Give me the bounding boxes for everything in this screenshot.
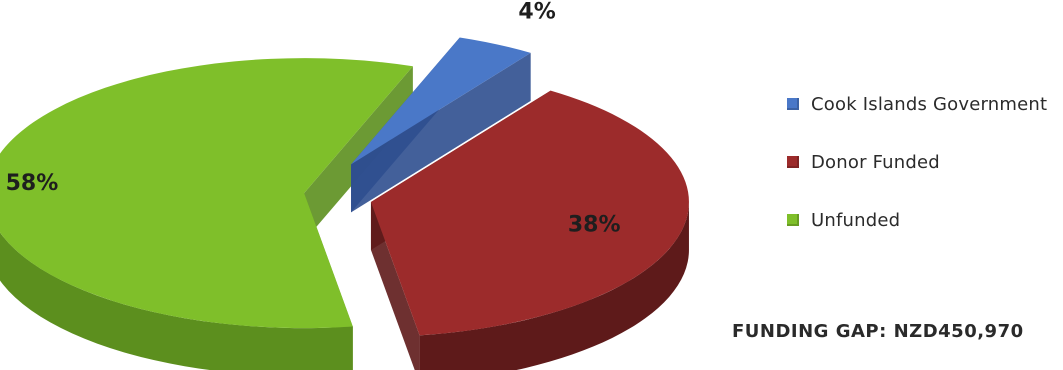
legend-label-donor-funded: Donor Funded: [811, 151, 940, 173]
data-label-donor-funded: 38%: [568, 213, 621, 238]
slice-side-unfunded: [0, 232, 353, 370]
slice-side-donor-funded: [419, 201, 689, 370]
legend-swatch-cook-islands-government: [787, 98, 799, 110]
legend-swatch-donor-funded: [787, 156, 799, 168]
legend-label-unfunded: Unfunded: [811, 209, 901, 231]
data-label-cook-islands-government: 4%: [518, 0, 555, 25]
slice-cut-unfunded-1: [304, 66, 413, 242]
legend-item-donor-funded: Donor Funded: [787, 150, 1047, 174]
slice-cut-cook-islands-government-1: [351, 52, 531, 213]
slice-cook-islands-government: [351, 37, 531, 165]
legend-item-cook-islands-government: Cook Islands Government: [787, 92, 1047, 116]
legend-label-cook-islands-government: Cook Islands Government: [811, 93, 1048, 115]
legend-item-unfunded: Unfunded: [787, 208, 1047, 232]
funding-gap-note: FUNDING GAP: NZD450,970: [732, 321, 1024, 342]
data-label-unfunded: 58%: [6, 171, 59, 196]
legend-swatch-unfunded: [787, 214, 799, 226]
slice-cut-donor-funded-1: [370, 201, 420, 370]
legend: Cook Islands Government Donor Funded Unf…: [787, 92, 1047, 266]
slice-donor-funded: [370, 90, 689, 336]
slice-unfunded: [0, 58, 413, 329]
